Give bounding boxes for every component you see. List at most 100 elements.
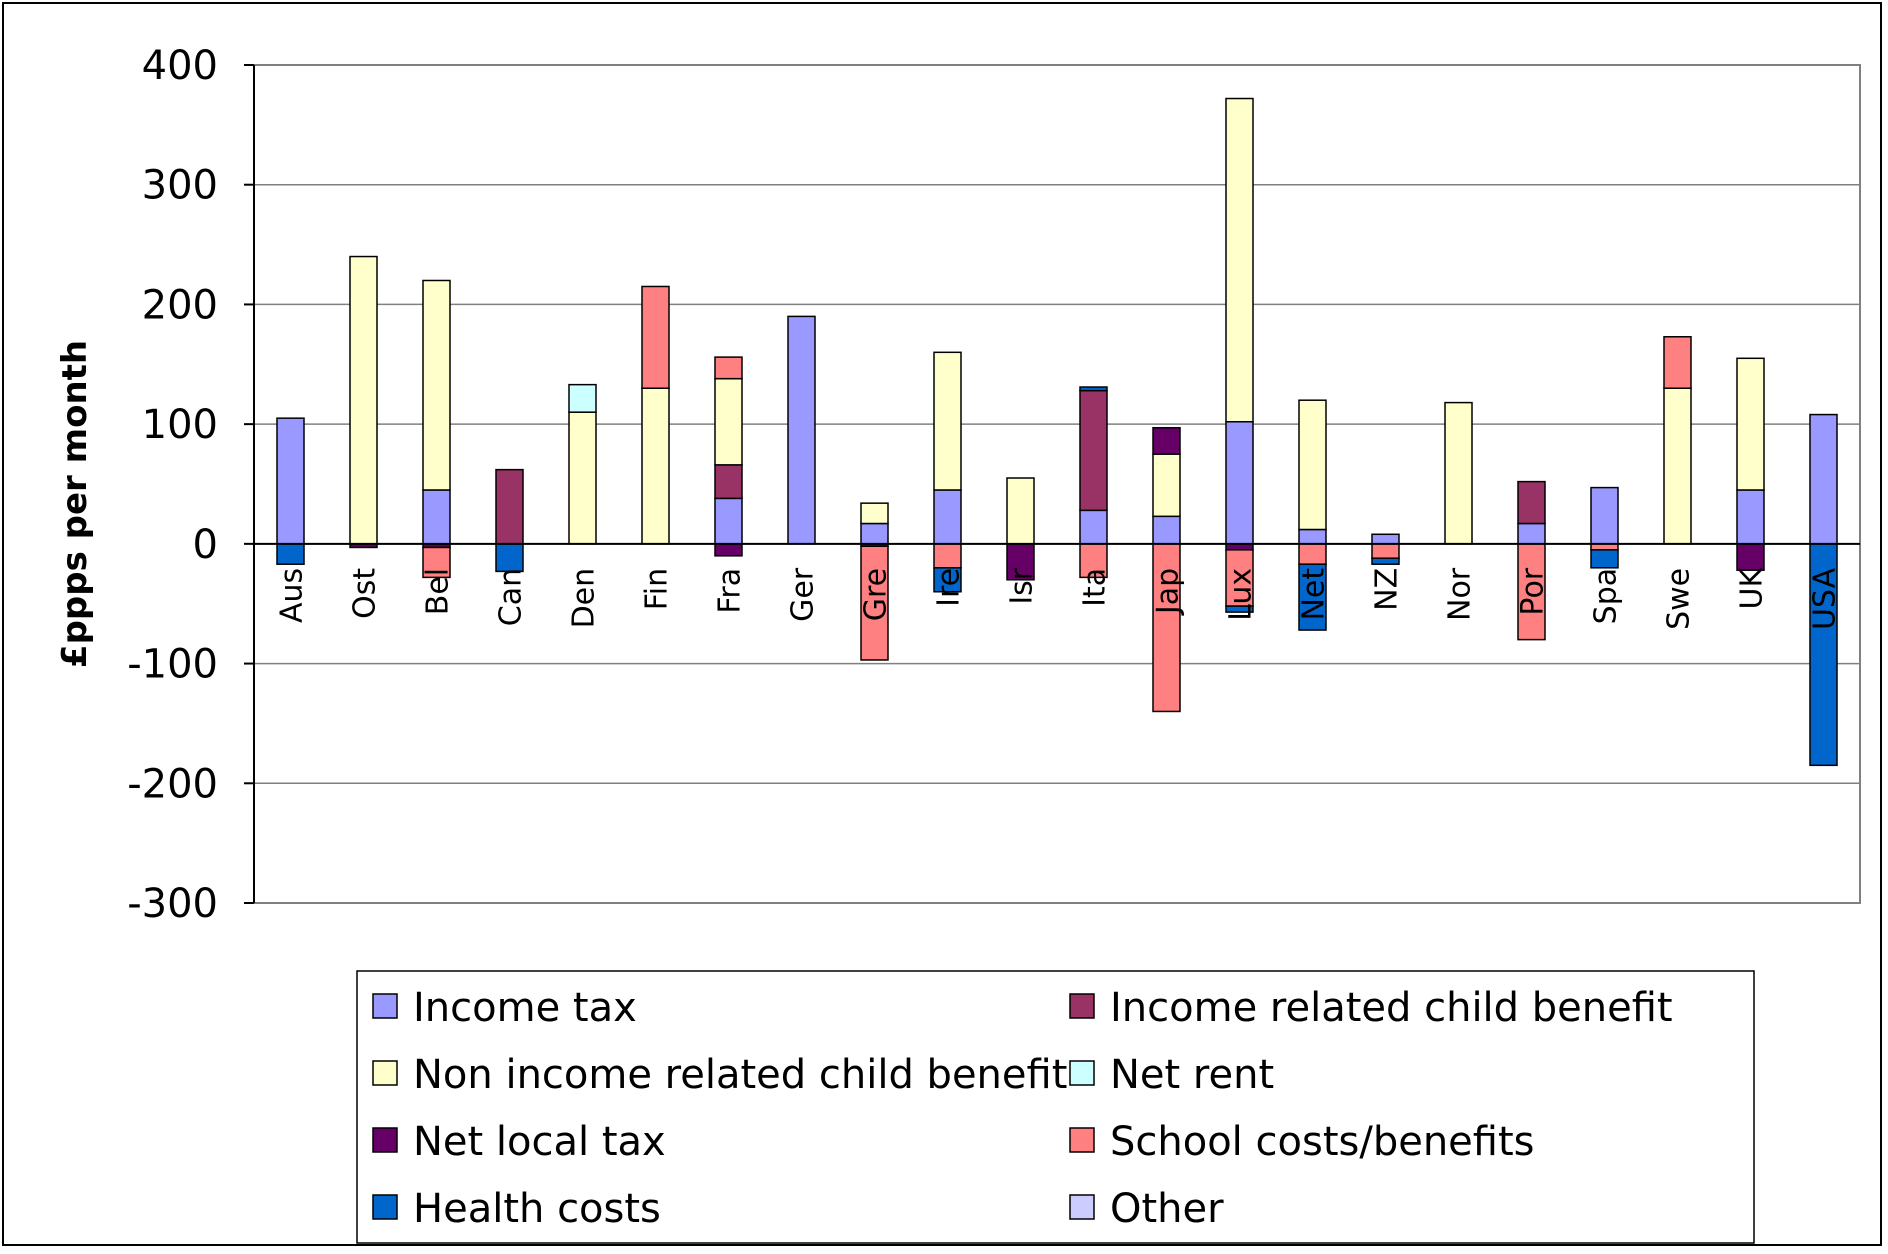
bar-segment	[422, 546, 451, 579]
bar-segment	[1736, 357, 1765, 491]
bar-segment	[422, 489, 451, 545]
bar-segment	[1590, 486, 1619, 545]
bar-segment	[860, 522, 889, 545]
bar-segment	[276, 543, 305, 565]
category-label: Spa	[1589, 568, 1624, 624]
category-label: Por	[1516, 567, 1551, 615]
bar-segment	[1663, 387, 1692, 545]
category-label: Swe	[1662, 568, 1697, 630]
bar-segment	[1517, 480, 1546, 525]
category-label: Can	[494, 568, 529, 626]
bar-segment	[1444, 401, 1473, 545]
bar-segment	[1079, 509, 1108, 545]
bar-segment	[1152, 453, 1181, 518]
gridlines	[254, 64, 1860, 904]
bar-segment	[860, 545, 889, 661]
y-tick-label: 100	[142, 402, 218, 448]
y-tick-label: 300	[142, 163, 218, 209]
bar-segment	[933, 543, 962, 569]
category-label: Lux	[1224, 568, 1259, 621]
bar-segment	[1225, 420, 1254, 545]
category-label: Aus	[275, 568, 310, 623]
category-label: USA	[1808, 567, 1843, 630]
bar-segment	[1298, 543, 1327, 565]
category-label: Isr	[1005, 567, 1040, 604]
bar-segment	[568, 383, 597, 413]
y-tick-label: -100	[127, 642, 218, 688]
legend-swatch	[1069, 1127, 1095, 1153]
bar-segment	[1517, 522, 1546, 545]
bar-segment	[714, 356, 743, 380]
bar-segment	[422, 279, 451, 491]
legend-swatch	[372, 1060, 398, 1086]
y-tick-label: 0	[193, 522, 218, 568]
bar-segment	[933, 567, 962, 593]
category-label: Nor	[1443, 567, 1478, 621]
bar-segment	[714, 377, 743, 466]
category-label: Gre	[859, 568, 894, 621]
category-label: Net	[1297, 568, 1332, 621]
bar-segment	[1225, 605, 1254, 613]
legend-label: Other	[1110, 1186, 1224, 1232]
category-label: Fra	[713, 568, 748, 614]
bar-segment	[1298, 399, 1327, 531]
bar-segment	[1079, 543, 1108, 579]
bar-segment	[860, 502, 889, 525]
bars	[276, 97, 1838, 767]
legend-label: Non income related child benefit	[413, 1052, 1067, 1098]
bar-segment	[1663, 336, 1692, 389]
bar-segment	[349, 255, 378, 545]
legend-swatch	[372, 1194, 398, 1220]
legend-box	[356, 970, 1755, 1244]
legend-label: Health costs	[413, 1186, 661, 1232]
bar-segment	[1298, 528, 1327, 545]
legend-label: School costs/benefits	[1110, 1119, 1535, 1165]
category-label: Den	[567, 568, 602, 629]
legend-label: Income related child benefit	[1110, 985, 1673, 1031]
bar-segment	[1371, 533, 1400, 545]
bar-segment	[1152, 543, 1181, 713]
category-label: UK	[1735, 567, 1770, 610]
bar-segment	[1517, 543, 1546, 641]
bar-segment	[1371, 557, 1400, 565]
bar-segment	[787, 315, 816, 545]
bar-segment	[568, 411, 597, 545]
y-tick-labels: 400 300 200 100 0 -100 -200 -300	[127, 43, 218, 927]
bar-segment	[1736, 489, 1765, 545]
category-labels: Aus Ost Bel Can Den Fin Fra Ger Gre Ire Isr Ita Jap L…	[275, 567, 1843, 630]
bar-segment	[1736, 543, 1765, 571]
bar-segment	[1079, 389, 1108, 512]
y-tick-label: 200	[142, 282, 218, 328]
bar-segment	[1809, 543, 1838, 767]
legend-swatch	[1069, 993, 1095, 1019]
category-label: Bel	[421, 568, 456, 615]
bar-segment	[1371, 543, 1400, 559]
plot-area	[253, 64, 1861, 904]
bar-segment	[714, 543, 743, 557]
category-label: Fin	[640, 568, 675, 610]
legend-swatch	[372, 993, 398, 1019]
legend-label: Income tax	[413, 985, 637, 1031]
y-axis-label: £ppps per month	[55, 340, 95, 668]
bar-segment	[1590, 549, 1619, 569]
legend-label: Net rent	[1110, 1052, 1274, 1098]
category-label: Ire	[932, 568, 967, 607]
category-label: NZ	[1370, 568, 1405, 611]
legend-swatch	[1069, 1194, 1095, 1220]
bar-segment	[1152, 426, 1181, 455]
bar-segment	[933, 489, 962, 545]
legend-swatch	[1069, 1060, 1095, 1086]
category-label: Ger	[786, 567, 821, 622]
bar-segment	[276, 417, 305, 545]
category-label: Jap	[1151, 568, 1186, 616]
bar-segment	[1006, 543, 1035, 581]
bar-segment	[714, 497, 743, 545]
bar-segment	[641, 387, 670, 545]
legend-swatch	[372, 1127, 398, 1153]
category-label: Ost	[348, 568, 383, 619]
y-tick-label: 400	[142, 43, 218, 89]
bar-segment	[1006, 477, 1035, 545]
bar-segment	[1298, 563, 1327, 631]
